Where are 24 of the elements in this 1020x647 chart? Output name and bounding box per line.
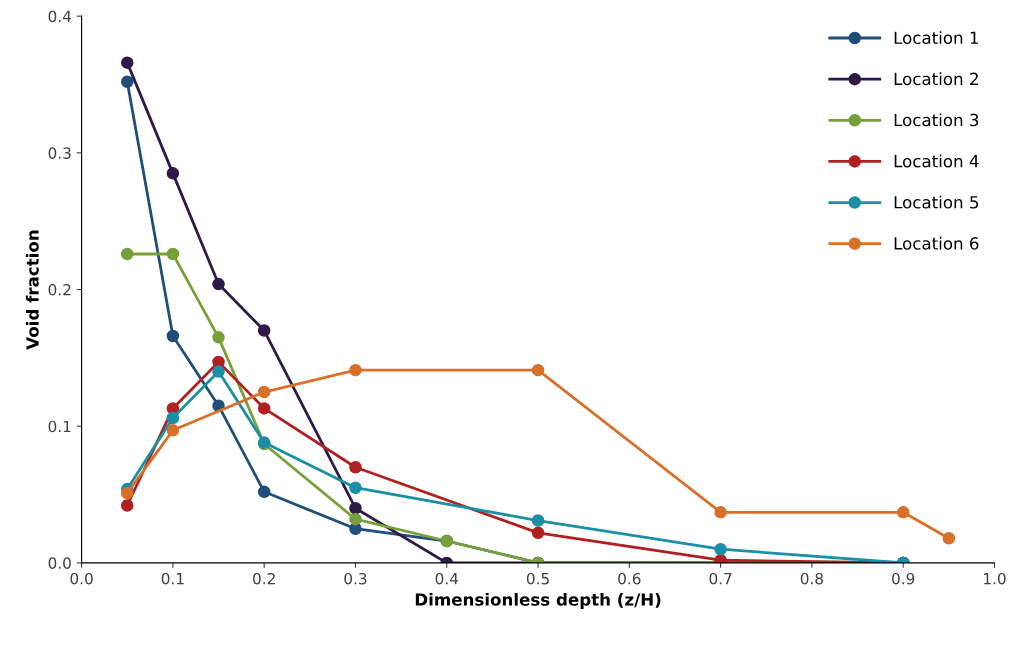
y-tick-label: 0.1 xyxy=(48,420,71,433)
x-tick-label: 0.6 xyxy=(618,572,641,585)
x-tick-label: 0.1 xyxy=(161,572,184,585)
x-tick-label: 1.0 xyxy=(984,572,1006,585)
x-tick-label: 0.2 xyxy=(253,572,275,585)
x-tick-label: 0.5 xyxy=(526,572,549,585)
x-tick-label: 0.9 xyxy=(892,572,915,585)
legend-label: Location 4 xyxy=(894,154,979,168)
y-tick-label: 0.3 xyxy=(48,147,71,159)
legend-label: Location 3 xyxy=(894,113,979,127)
x-tick-label: 0.7 xyxy=(709,572,732,585)
y-axis-title: Void fraction xyxy=(25,230,39,350)
legend-label: Location 6 xyxy=(894,236,979,250)
legend-label: Location 5 xyxy=(894,195,979,209)
y-tick-label: 0.0 xyxy=(48,557,71,569)
x-tick-label: 0.0 xyxy=(70,572,93,585)
legend-label: Location 2 xyxy=(894,72,978,86)
y-tick-label: 0.4 xyxy=(48,10,72,23)
x-tick-label: 0.4 xyxy=(435,572,459,585)
y-tick-label: 0.2 xyxy=(48,284,71,296)
x-axis-title: Dimensionless depth (z/H) xyxy=(415,592,661,610)
x-tick-label: 0.8 xyxy=(800,572,824,585)
x-tick-label: 0.3 xyxy=(344,572,367,585)
legend-label: Location 1 xyxy=(894,31,978,45)
